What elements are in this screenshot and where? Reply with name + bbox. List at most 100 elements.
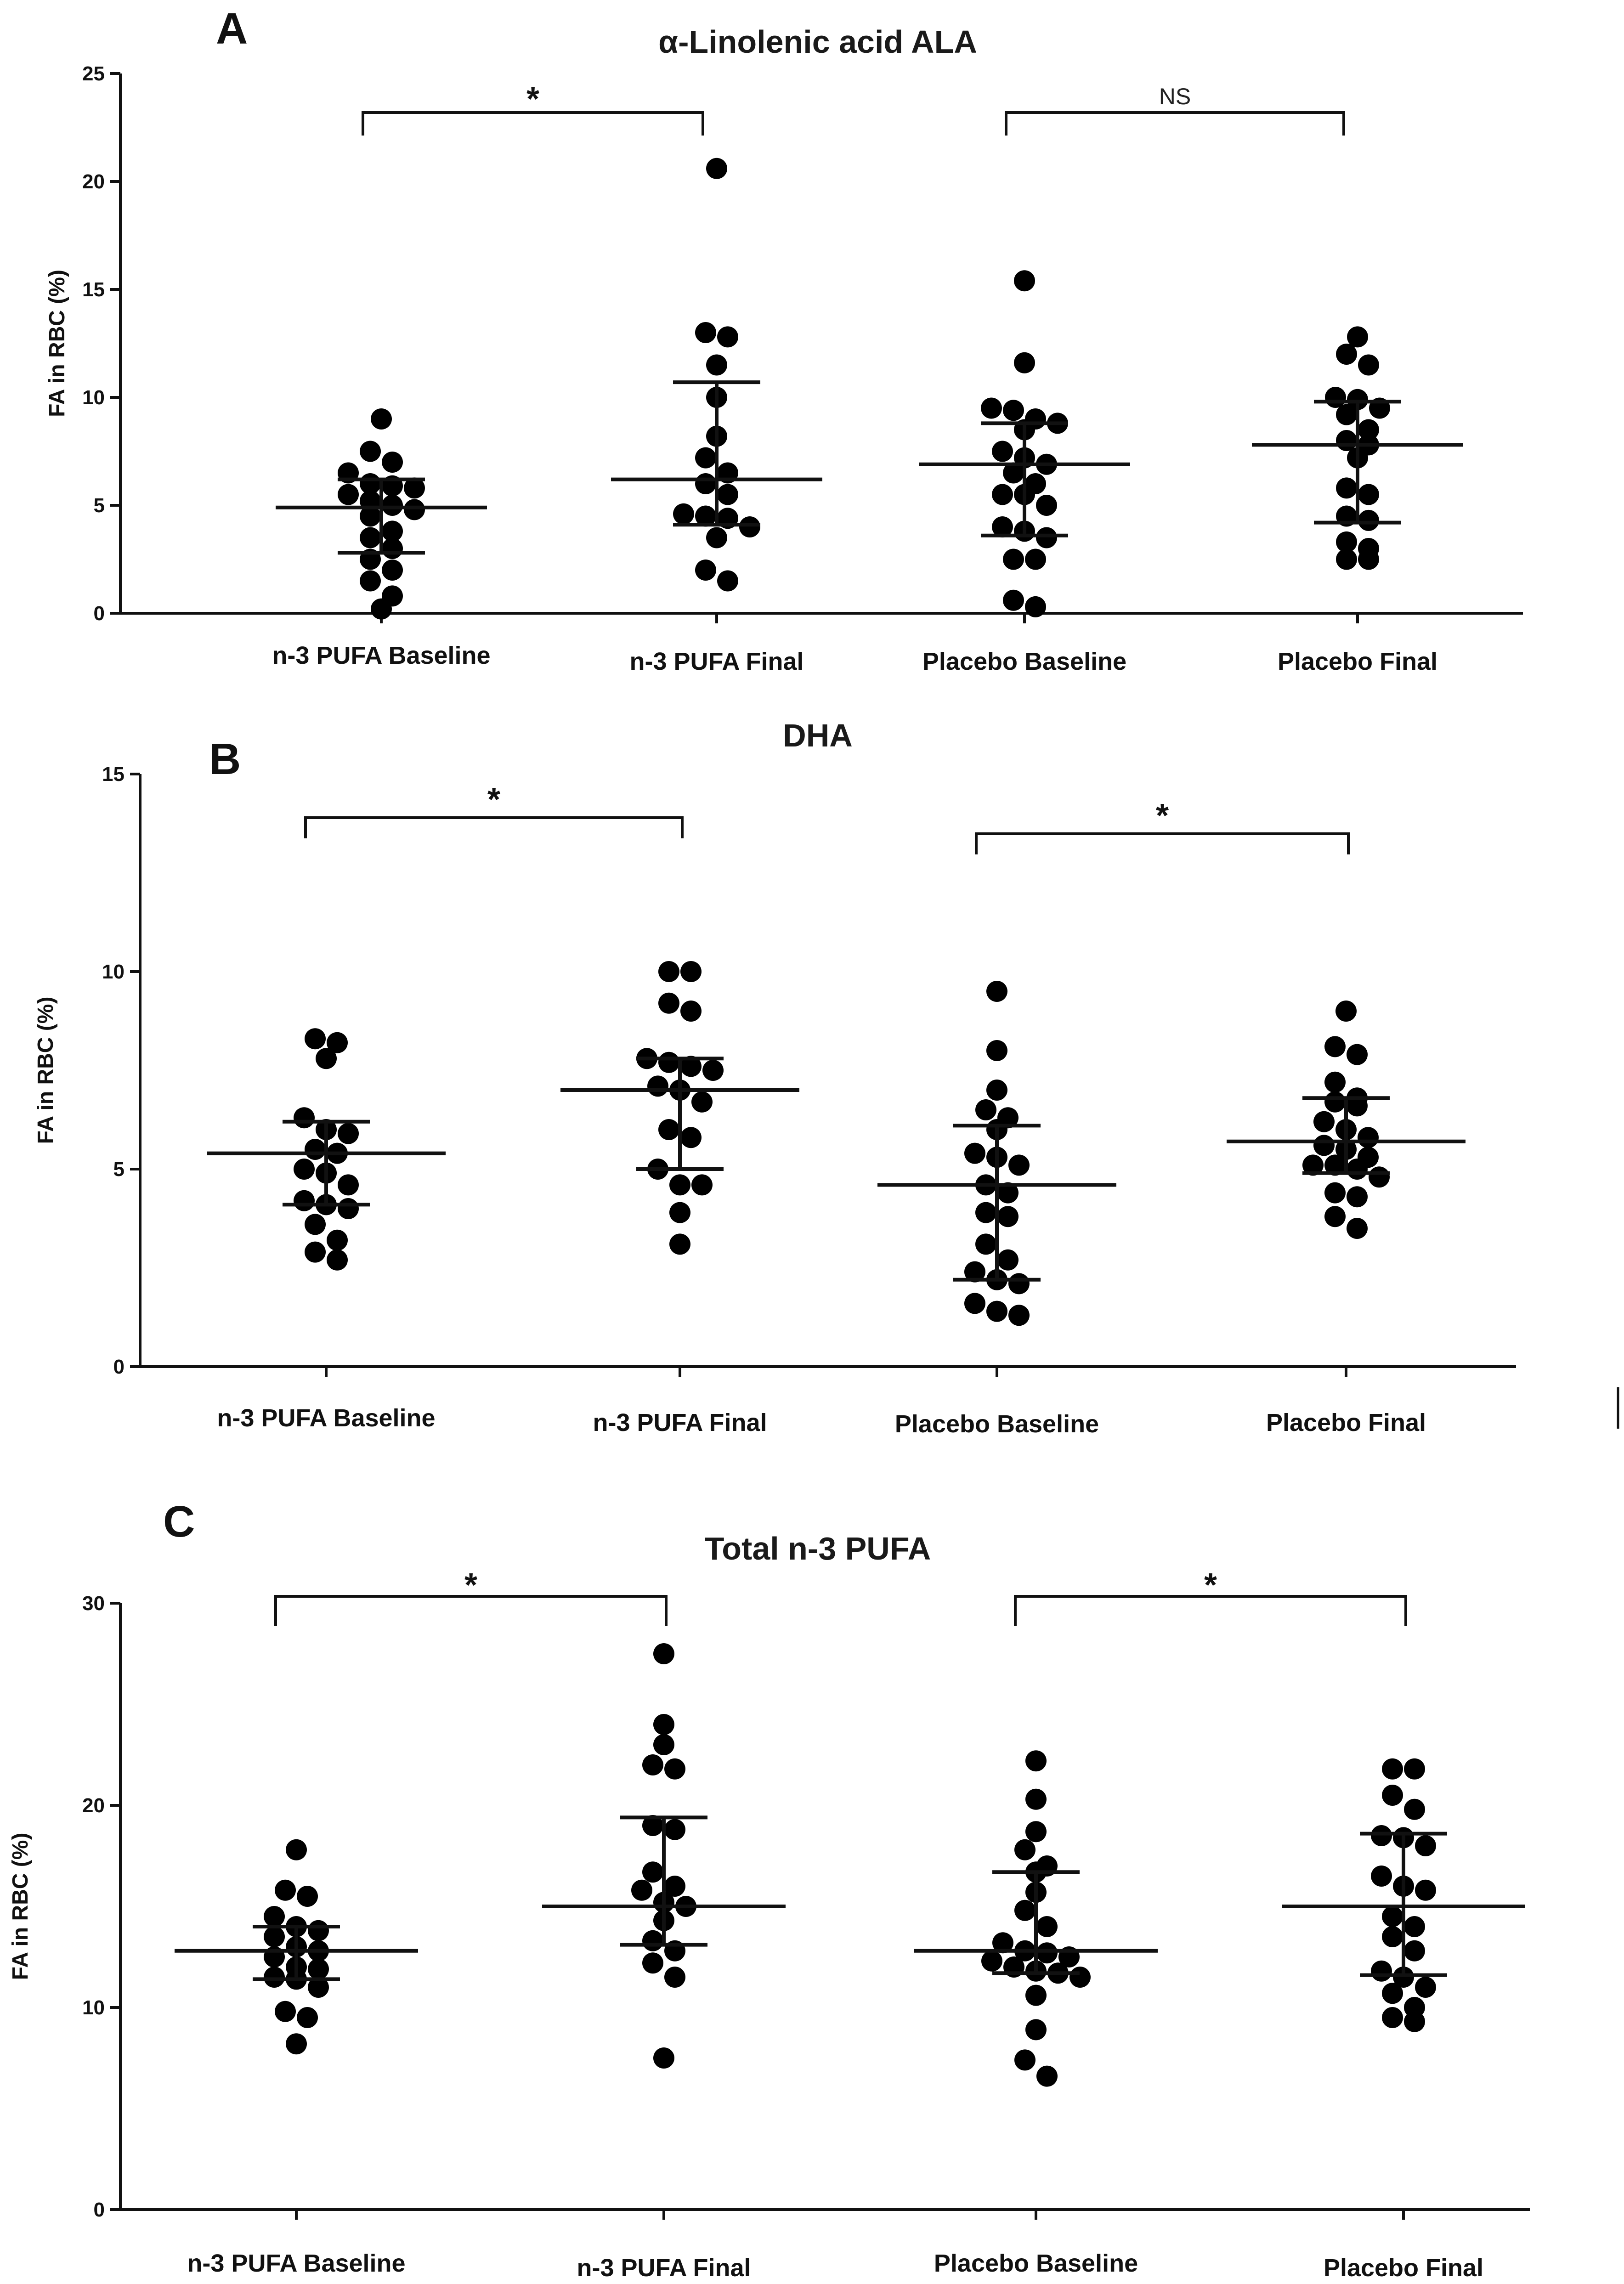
data-point: [673, 503, 694, 525]
data-point: [1404, 1940, 1425, 1962]
data-point: [360, 505, 381, 527]
data-point: [992, 516, 1013, 537]
data-point: [706, 354, 727, 376]
data-point: [997, 1206, 1019, 1227]
data-point: [695, 560, 716, 581]
data-point: [1036, 1942, 1058, 1964]
group-1: n-3 PUFA Baseline: [175, 1839, 418, 2277]
data-point: [695, 505, 716, 527]
data-point: [264, 1906, 285, 1927]
data-point: [1371, 1866, 1392, 1887]
data-point: [1404, 1916, 1425, 1937]
category-label: n-3 PUFA Final: [577, 2254, 751, 2282]
y-tick-label: 20: [82, 1794, 105, 1817]
category-label: n-3 PUFA Final: [593, 1409, 767, 1436]
data-point: [1008, 1154, 1030, 1176]
data-point: [308, 1977, 329, 1998]
data-point: [1347, 1095, 1368, 1117]
data-point: [308, 1920, 329, 1941]
data-point: [706, 527, 727, 548]
data-point: [964, 1142, 985, 1164]
data-point: [305, 1241, 326, 1263]
data-point: [1008, 1273, 1030, 1295]
y-axis-label: FA in RBC (%): [8, 1833, 33, 1980]
data-point: [981, 397, 1002, 419]
data-point: [717, 570, 738, 592]
data-point: [1003, 400, 1024, 421]
data-point: [1036, 2065, 1058, 2087]
data-point: [1313, 1111, 1335, 1132]
data-point: [997, 1249, 1019, 1271]
data-point: [1336, 404, 1357, 425]
data-point: [1302, 1154, 1324, 1176]
group-4: Placebo Final: [1252, 326, 1463, 675]
data-point: [717, 326, 738, 348]
data-point: [691, 1091, 713, 1113]
data-point: [327, 1032, 348, 1053]
data-point: [275, 2001, 296, 2022]
data-point: [680, 1001, 702, 1022]
data-point: [1014, 2049, 1036, 2071]
data-point: [327, 1249, 348, 1271]
data-point: [1336, 344, 1357, 365]
data-point: [1347, 389, 1368, 410]
group-1: n-3 PUFA Baseline: [207, 1028, 446, 1432]
data-point: [294, 1159, 315, 1180]
group-4: Placebo Final: [1227, 1001, 1466, 1436]
data-point: [1014, 270, 1035, 292]
data-point: [658, 1052, 679, 1073]
data-point: [1347, 1159, 1368, 1180]
data-point: [382, 538, 403, 559]
group-3: Placebo Baseline: [919, 270, 1130, 675]
data-point: [1025, 1750, 1047, 1772]
data-point: [1036, 527, 1057, 548]
data-point: [1003, 589, 1024, 611]
data-point: [1371, 1960, 1392, 1982]
data-point: [642, 1930, 663, 1951]
group-3: Placebo Baseline: [914, 1750, 1158, 2277]
significance-bracket: [362, 111, 704, 136]
data-point: [382, 495, 403, 516]
data-point: [981, 1950, 1002, 1972]
data-point: [986, 1300, 1007, 1322]
y-tick-label: 0: [94, 602, 105, 625]
data-point: [1415, 1835, 1436, 1856]
data-point: [1404, 2011, 1425, 2032]
data-point: [653, 1643, 674, 1664]
data-point: [669, 1174, 690, 1196]
data-point: [382, 560, 403, 581]
category-label: n-3 PUFA Baseline: [217, 1404, 435, 1432]
data-point: [664, 1876, 685, 1897]
category-label: Placebo Final: [1278, 648, 1437, 675]
data-point: [1324, 1036, 1346, 1057]
data-point: [1324, 1154, 1346, 1176]
data-point: [1358, 1127, 1379, 1148]
data-point: [669, 1233, 690, 1255]
group-1: n-3 PUFA Baseline: [272, 408, 491, 669]
data-point: [1003, 548, 1024, 570]
data-point: [294, 1190, 315, 1211]
significance-bracket: [274, 1595, 668, 1626]
significance-bracket: [304, 816, 684, 838]
y-tick-label: 10: [102, 961, 124, 983]
data-point: [1393, 1967, 1414, 1988]
data-point: [1336, 548, 1357, 570]
data-point: [986, 1080, 1007, 1101]
data-point: [1382, 1983, 1403, 2004]
data-point: [1003, 462, 1024, 484]
data-point: [305, 1028, 326, 1050]
data-point: [1014, 1900, 1036, 1921]
data-point: [986, 1040, 1007, 1061]
data-point: [360, 527, 381, 548]
data-point: [1382, 1926, 1403, 1947]
y-tick-label: 10: [82, 386, 105, 409]
data-point: [338, 484, 359, 505]
data-point: [404, 477, 425, 499]
data-point: [316, 1048, 337, 1069]
significance-label: *: [487, 781, 500, 818]
data-point: [1358, 484, 1379, 505]
data-point: [664, 1967, 685, 1988]
y-axis-label: FA in RBC (%): [34, 997, 58, 1144]
data-point: [1324, 1091, 1346, 1113]
